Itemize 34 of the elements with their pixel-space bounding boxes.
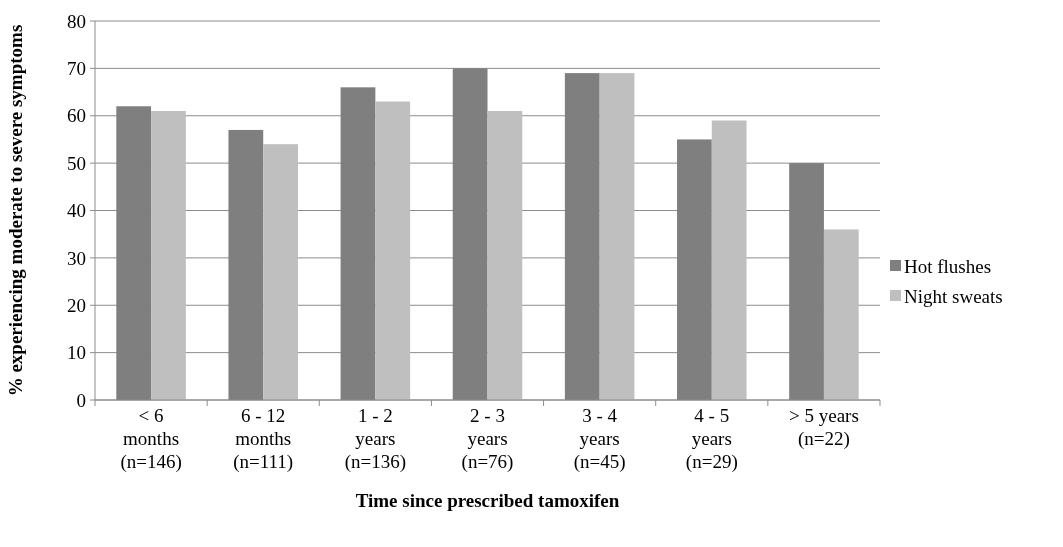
bar xyxy=(116,106,152,400)
y-tick-label: 30 xyxy=(67,247,86,269)
x-tick-label: 2 - 3 years (n=76) xyxy=(461,405,514,473)
x-axis-title: Time since prescribed tamoxifen xyxy=(355,490,620,511)
y-tick-label: 80 xyxy=(67,10,86,32)
bar xyxy=(564,73,600,400)
y-axis-title: % experiencing moderate to severe symptoms xyxy=(5,24,26,397)
bar xyxy=(789,163,824,400)
x-tick-label: 4 - 5 years (n=29) xyxy=(685,405,738,473)
y-tick-label: 0 xyxy=(76,389,86,411)
legend-label: Hot flushes xyxy=(904,255,992,277)
bar xyxy=(151,111,186,400)
y-tick-label: 70 xyxy=(67,58,86,80)
x-tick-label: > 5 years (n=22) xyxy=(789,405,859,450)
x-tick-label: 6 - 12 months (n=111) xyxy=(233,405,294,473)
y-tick-label: 50 xyxy=(67,152,86,174)
bar xyxy=(711,120,747,400)
bar xyxy=(599,73,635,400)
x-tick-label: 1 - 2 years (n=136) xyxy=(344,405,407,473)
y-tick-label: 60 xyxy=(67,105,86,127)
y-tick-label: 20 xyxy=(67,294,86,316)
bar xyxy=(677,139,712,400)
bar xyxy=(263,144,298,400)
bar xyxy=(823,229,859,400)
y-tick-label: 40 xyxy=(67,200,86,222)
bar xyxy=(375,101,411,400)
x-tick-label: < 6 months (n=146) xyxy=(120,405,182,473)
x-tick-label: 3 - 4 years (n=45) xyxy=(573,405,626,473)
bar xyxy=(340,87,376,400)
legend-label: Night sweats xyxy=(904,285,1003,307)
y-tick-label: 10 xyxy=(67,342,86,364)
bar xyxy=(487,111,523,400)
bar xyxy=(228,129,264,400)
bar xyxy=(452,68,488,400)
